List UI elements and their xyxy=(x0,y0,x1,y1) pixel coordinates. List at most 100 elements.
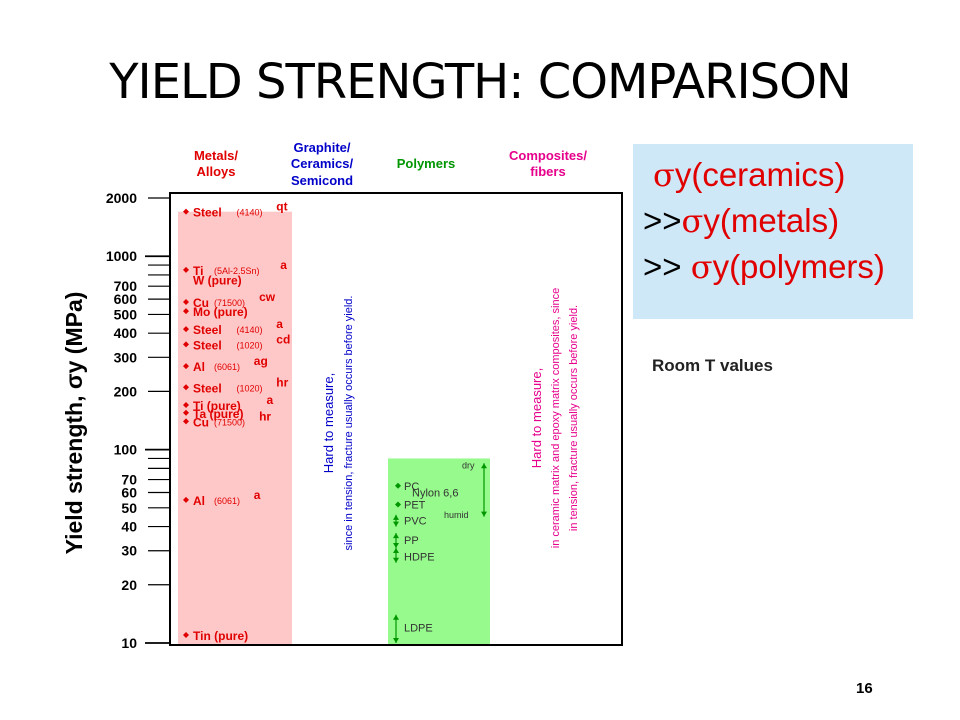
metal-spec: (1020) xyxy=(237,340,263,350)
polymer-range-arrow-head-bottom xyxy=(393,542,399,548)
metal-marker xyxy=(183,326,189,333)
metal-marker xyxy=(183,631,189,638)
metal-marker xyxy=(183,298,189,305)
composites-note-body-2: in tension, fracture usually occurs befo… xyxy=(568,305,580,531)
metal-spec: (5Al-2.5Sn) xyxy=(214,266,260,276)
header-polymers-line1: Polymers xyxy=(396,156,456,171)
metal-condition: cd xyxy=(276,332,290,346)
polymer-range-arrow-head-bottom xyxy=(393,638,399,643)
metal-marker xyxy=(183,266,189,273)
y-tick-label: 50 xyxy=(121,500,137,516)
y-tick-label: 100 xyxy=(114,442,138,458)
y-tick-label: 600 xyxy=(114,291,138,307)
polymer-range-arrow-head-bottom xyxy=(393,557,399,563)
metal-marker xyxy=(183,409,189,416)
metal-marker xyxy=(183,308,189,315)
callout-gt-symbol: >> xyxy=(643,202,682,239)
y-tick-label: 2000 xyxy=(106,190,137,206)
metal-marker xyxy=(183,402,189,409)
y-tick-label: 70 xyxy=(121,472,137,488)
polymer-label: LDPE xyxy=(404,623,433,635)
header-composites-line2: fibers xyxy=(530,164,566,180)
polymer-range-arrow-head-top xyxy=(393,547,399,553)
metal-condition: hr xyxy=(259,409,271,423)
y-tick-label: 60 xyxy=(121,485,137,501)
polymer-range-arrow-head-top xyxy=(393,533,399,539)
metal-spec: (6061) xyxy=(214,362,240,372)
metal-label: Steel xyxy=(193,338,222,352)
composites-note-body-1: in ceramic matrix and epoxy matrix compo… xyxy=(550,288,562,548)
metal-label: W (pure) xyxy=(193,273,242,287)
sigma-symbol: σ xyxy=(690,248,713,286)
metal-spec: (4140) xyxy=(237,325,263,335)
header-composites-line1: Composites/ xyxy=(508,148,587,163)
nylon-humid-label: humid xyxy=(444,510,469,520)
polymer-range-arrow-head-top xyxy=(393,514,399,520)
callout-metals-term: y(metals) xyxy=(703,202,840,239)
y-tick-label: 30 xyxy=(121,543,137,559)
metal-label: Ti xyxy=(193,264,203,278)
header-ceramics-line2: Ceramics/ xyxy=(290,156,354,172)
callout-line-metals: >>σy(metals) xyxy=(643,204,839,237)
header-metals-line2: Alloys xyxy=(196,164,236,180)
callout-ceramics-term: y(ceramics) xyxy=(674,156,846,193)
metal-label: Steel xyxy=(193,381,222,395)
y-tick-label: 10 xyxy=(121,635,137,651)
y-tick-label: 700 xyxy=(114,278,138,294)
metal-marker xyxy=(183,341,189,348)
metal-condition: cw xyxy=(259,290,276,304)
strength-comparison-callout: σy(ceramics) >>σy(metals) >> σy(polymers… xyxy=(633,144,913,319)
metal-condition: a xyxy=(280,258,287,272)
metal-condition: hr xyxy=(276,375,288,389)
header-ceramics-line1: Graphite/ xyxy=(293,140,351,155)
metal-spec: (71500) xyxy=(214,417,245,427)
polymer-label: PC xyxy=(404,481,419,493)
room-temperature-note: Room T values xyxy=(652,356,773,375)
callout-line-polymers: >> σy(polymers) xyxy=(643,250,885,283)
y-tick-label: 400 xyxy=(114,325,138,341)
metal-label: Tin (pure) xyxy=(193,629,248,643)
y-tick-label: 500 xyxy=(114,306,138,322)
metal-label: Cu xyxy=(193,415,209,429)
polymer-label: PVC xyxy=(404,515,427,527)
page-number: 16 xyxy=(856,680,873,697)
metal-marker xyxy=(183,384,189,391)
ceramics-note-body: since in tension, fracture usually occur… xyxy=(343,296,355,551)
header-ceramics-line3: Semicond xyxy=(290,172,354,188)
header-composites: Composites/ fibers xyxy=(488,148,608,181)
header-polymers: Polymers xyxy=(380,156,472,172)
metal-marker xyxy=(183,363,189,370)
nylon-dry-label: dry xyxy=(462,460,475,470)
polymer-label: HDPE xyxy=(404,552,435,564)
plot-frame xyxy=(169,192,623,646)
sigma-symbol: σ xyxy=(653,156,675,194)
callout-line-ceramics: σy(ceramics) xyxy=(653,158,845,191)
metal-label: Al xyxy=(193,360,205,374)
metal-label: Ti (pure) xyxy=(193,399,241,413)
polymer-range-arrow-head-top xyxy=(393,614,399,620)
y-tick-label: 300 xyxy=(114,349,138,365)
y-tick-label: 200 xyxy=(114,383,138,399)
metal-label: Mo (pure) xyxy=(193,305,248,319)
metal-spec: (1020) xyxy=(237,383,263,393)
callout-polymers-term: y(polymers) xyxy=(712,248,885,285)
y-tick-label: 20 xyxy=(121,577,137,593)
header-metals: Metals/ Alloys xyxy=(168,148,264,181)
slide-title: YIELD STRENGTH: COMPARISON xyxy=(109,54,852,110)
metal-condition: ag xyxy=(254,354,268,368)
metal-marker xyxy=(183,208,189,215)
polymer-marker xyxy=(395,482,401,489)
metal-condition: qt xyxy=(276,200,287,214)
polymer-range-arrow-head-bottom xyxy=(393,521,399,527)
metal-condition: a xyxy=(267,393,274,407)
metal-label: Ta (pure) xyxy=(193,407,243,421)
metal-spec: (4140) xyxy=(237,208,263,218)
metal-label: Al xyxy=(193,494,205,508)
metal-condition: a xyxy=(254,488,261,502)
polymer-marker xyxy=(395,501,401,508)
metal-label: Cu xyxy=(193,296,209,310)
y-tick-label: 1000 xyxy=(106,248,137,264)
polymers-band xyxy=(388,458,490,645)
metal-marker xyxy=(183,418,189,425)
